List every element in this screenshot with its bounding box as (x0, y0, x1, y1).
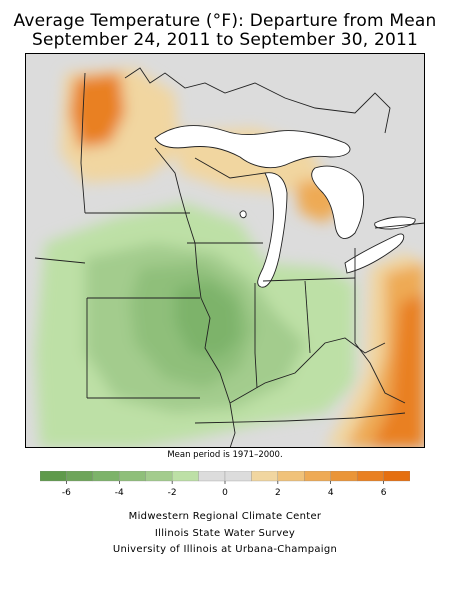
border-wi-mi (194, 157, 266, 179)
legend-label: -2 (168, 488, 177, 498)
legend-label: 2 (275, 488, 281, 498)
border-in-oh (304, 280, 311, 354)
lake-winnebago (239, 210, 247, 219)
legend-label: 4 (328, 488, 334, 498)
border-il-mo-river (200, 297, 231, 404)
border-ny-pa (374, 222, 425, 229)
state-boundaries (34, 72, 425, 448)
border-mi-in-oh (262, 277, 356, 282)
legend-labels: -6 -4 -2 0 2 4 6 (62, 481, 387, 498)
legend-bin (198, 471, 226, 482)
cool-field-deep (175, 281, 240, 358)
credit-isws: Illinois State Water Survey (154, 528, 296, 539)
temperature-departure-map (25, 53, 425, 448)
legend-bin (171, 471, 199, 482)
legend-bin (66, 471, 94, 482)
legend-bins (40, 471, 410, 482)
border-ia-il (186, 217, 202, 299)
legend-label: -6 (62, 488, 71, 498)
border-mn-wi (154, 147, 188, 219)
map-title-line1: Average Temperature (°F): Departure from… (13, 11, 437, 31)
color-legend: -6 -4 -2 0 2 4 6 (40, 471, 410, 498)
border-ne (34, 257, 86, 264)
legend-label: 0 (222, 488, 228, 498)
legend-label: 6 (381, 488, 387, 498)
legend-bin (145, 471, 173, 482)
legend-bin (330, 471, 358, 482)
lake-superior (154, 125, 351, 169)
credit-mrcc: Midwestern Regional Climate Center (128, 511, 322, 522)
border-ky-tn (194, 412, 406, 424)
legend-bin (356, 471, 384, 482)
legend-bin (304, 471, 331, 482)
legend-label: -4 (115, 488, 124, 498)
great-lakes (154, 125, 416, 288)
map-title-line2: September 24, 2011 to September 30, 2011 (31, 30, 419, 50)
border-ohio-river (229, 337, 386, 404)
lake-huron (311, 165, 365, 239)
border-wv-va (354, 342, 406, 404)
legend-bin (383, 471, 410, 482)
legend-bin (224, 471, 252, 482)
lake-michigan (257, 172, 288, 288)
legend-bin (119, 471, 146, 482)
credit-uiuc: University of Illinois at Urbana-Champai… (112, 544, 338, 555)
border-mississippi-south (229, 402, 236, 448)
legend-bin (277, 471, 305, 482)
map-frame (25, 53, 425, 448)
legend-bin (251, 471, 279, 482)
border-il-in (254, 283, 258, 389)
border-dakotas-mn (80, 72, 86, 214)
warm-field-east-strong (370, 293, 425, 448)
canada-shoreline (124, 67, 391, 134)
lake-erie (344, 233, 405, 274)
legend-bin (92, 471, 120, 482)
legend-bin (40, 471, 67, 482)
mean-period-note: Mean period is 1971–2000. (167, 450, 283, 460)
